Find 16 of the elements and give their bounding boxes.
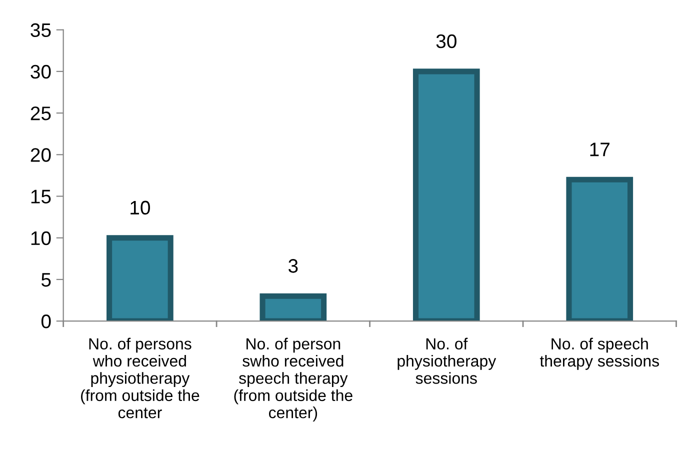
data-label: 10 xyxy=(130,200,150,215)
data-label: 30 xyxy=(436,34,456,48)
y-tick-label: 5 xyxy=(41,273,51,287)
x-tick-label: No. of persons who received physiotherapy (from outside the center xyxy=(81,338,200,418)
x-tick-label: No. of physiotherapy sessions xyxy=(398,338,496,384)
y-tick-label: 10 xyxy=(31,231,51,246)
y-tick-label: 25 xyxy=(30,106,51,120)
data-label: 17 xyxy=(590,142,610,156)
y-tick-label: 30 xyxy=(30,64,51,79)
y-tick-label: 20 xyxy=(30,148,51,162)
y-tick-label: 0 xyxy=(41,314,51,328)
y-tick-label: 15 xyxy=(31,190,51,204)
data-label: 3 xyxy=(288,259,298,273)
y-tick-label: 35 xyxy=(30,23,51,38)
x-tick-label: No. of speech therapy sessions xyxy=(540,338,659,370)
x-tick-label: No. of person swho received speech therapy (from outside the center) xyxy=(234,338,352,422)
